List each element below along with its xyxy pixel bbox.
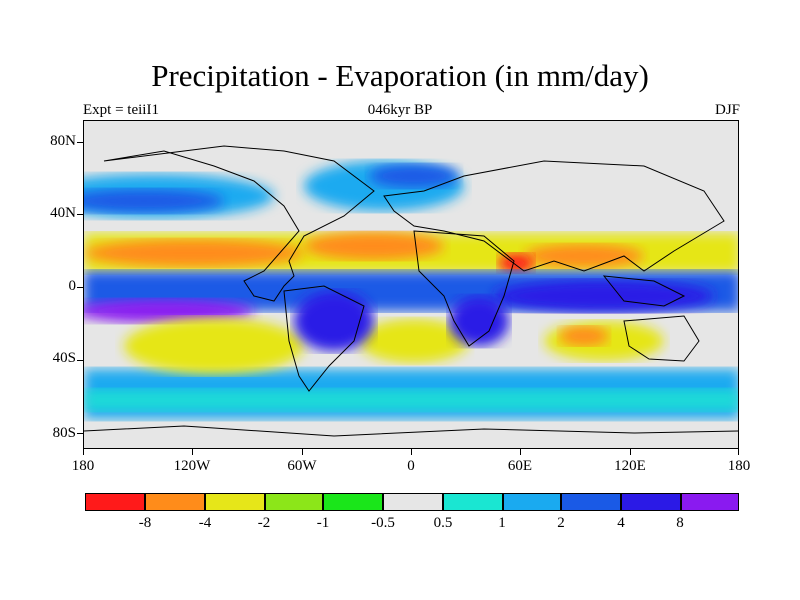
colorbar-label: -1 — [316, 515, 330, 531]
x-tick-label: 180 — [727, 458, 751, 474]
y-tick — [77, 360, 83, 361]
colorbar-box — [503, 493, 561, 511]
y-tick — [77, 433, 83, 434]
colorbar-label: -2 — [257, 515, 271, 531]
x-tick — [411, 449, 412, 455]
continent-outlines — [84, 145, 738, 437]
colorbar-box — [145, 493, 205, 511]
colorbar-label: 1 — [498, 515, 506, 531]
y-tick-label: 80S — [52, 425, 76, 441]
colorbar-box — [621, 493, 681, 511]
colorbar-label: -8 — [138, 515, 152, 531]
map-title: Precipitation - Evaporation (in mm/day) — [151, 58, 649, 93]
pe-contour-field — [84, 121, 738, 448]
colorbar-box — [85, 493, 145, 511]
colorbar-label: 8 — [676, 515, 684, 531]
x-tick — [302, 449, 303, 455]
y-tick-label: 40N — [50, 205, 76, 221]
x-tick-label: 60E — [507, 458, 533, 474]
x-tick — [83, 449, 84, 455]
colorbar-label: 4 — [617, 515, 625, 531]
season-label: DJF — [714, 102, 740, 118]
x-tick-label: 120E — [614, 458, 646, 474]
colorbar-box — [561, 493, 621, 511]
colorbar-label: 2 — [557, 515, 565, 531]
colorbar-label: 0.5 — [433, 515, 453, 531]
colorbar-box — [323, 493, 383, 511]
map-plot-area — [83, 120, 739, 449]
colorbar-box — [383, 493, 443, 511]
y-tick — [77, 142, 83, 143]
pe-field-map — [84, 121, 738, 448]
x-tick-label: 0 — [407, 458, 415, 474]
x-tick-label: 120W — [173, 458, 211, 474]
x-tick-label: 180 — [71, 458, 95, 474]
y-tick — [77, 287, 83, 288]
x-tick — [520, 449, 521, 455]
colorbar-box — [205, 493, 265, 511]
y-tick-label: 80N — [50, 133, 76, 149]
y-tick-label: 40S — [52, 350, 76, 366]
x-tick — [630, 449, 631, 455]
y-tick — [77, 214, 83, 215]
colorbar-box — [681, 493, 739, 511]
colorbar-box — [443, 493, 503, 511]
colorbar-box — [265, 493, 323, 511]
colorbar-label: -0.5 — [371, 515, 395, 531]
x-tick — [738, 449, 739, 455]
map-subtitle: 046kyr BP — [367, 102, 433, 118]
y-tick-label: 0 — [68, 278, 77, 294]
experiment-label: Expt = teiiI1 — [83, 102, 159, 118]
colorbar-label: -4 — [198, 515, 212, 531]
x-tick-label: 60W — [287, 458, 317, 474]
x-tick — [192, 449, 193, 455]
